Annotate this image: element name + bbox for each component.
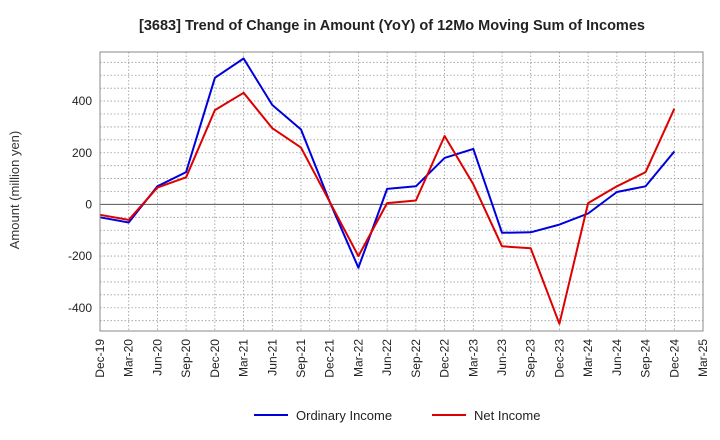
x-tick-labels: Dec-19 Mar-20 Jun-20 Sep-20 Dec-20 Mar-21 Jun-… xyxy=(93,339,710,378)
x-tick-label: Jun-22 xyxy=(380,339,394,376)
chart-title: [3683] Trend of Change in Amount (YoY) o… xyxy=(139,18,645,34)
x-tick-label: Jun-24 xyxy=(610,339,624,376)
x-tick-label: Jun-20 xyxy=(150,339,164,376)
series-line-net-income xyxy=(99,91,676,325)
y-tick-label: 400 xyxy=(72,94,92,108)
x-tick-label: Jun-21 xyxy=(265,339,279,376)
y-tick-label: 0 xyxy=(85,197,92,211)
y-axis-label: Amount (million yen) xyxy=(7,131,22,250)
x-tick-label: Dec-22 xyxy=(438,339,452,378)
x-tick-label: Dec-20 xyxy=(208,339,222,378)
plot-frame xyxy=(99,51,704,332)
x-tick-label: Mar-24 xyxy=(581,339,595,377)
y-tick-label: -200 xyxy=(68,249,92,263)
y-tick-label: -400 xyxy=(68,301,92,315)
legend-label-net-income: Net Income xyxy=(474,408,540,423)
x-tick-label: Sep-21 xyxy=(294,339,308,378)
grid xyxy=(100,52,703,331)
x-tick-label: Sep-22 xyxy=(409,339,423,378)
x-tick-label: Dec-23 xyxy=(552,339,566,378)
x-tick-label: Mar-25 xyxy=(696,339,710,377)
series-line-ordinary-income xyxy=(99,57,676,269)
x-tick-label: Dec-21 xyxy=(323,339,337,378)
legend-label-ordinary-income: Ordinary Income xyxy=(296,408,392,423)
series-group xyxy=(99,57,676,325)
y-tick-label: 200 xyxy=(72,146,92,160)
x-tick-label: Mar-23 xyxy=(466,339,480,377)
x-tick-label: Dec-19 xyxy=(93,339,107,378)
x-tick-label: Sep-23 xyxy=(524,339,538,378)
x-tick-label: Dec-24 xyxy=(667,339,681,378)
x-tick-label: Sep-20 xyxy=(179,339,193,378)
x-tick-label: Jun-23 xyxy=(495,339,509,376)
y-tick-labels: -400 -200 0 200 400 xyxy=(68,94,92,315)
x-tick-label: Mar-21 xyxy=(237,339,251,377)
legend: Ordinary Income Net Income xyxy=(254,408,540,423)
x-tick-label: Mar-22 xyxy=(351,339,365,377)
x-tick-label: Mar-20 xyxy=(122,339,136,377)
x-tick-label: Sep-24 xyxy=(639,339,653,378)
